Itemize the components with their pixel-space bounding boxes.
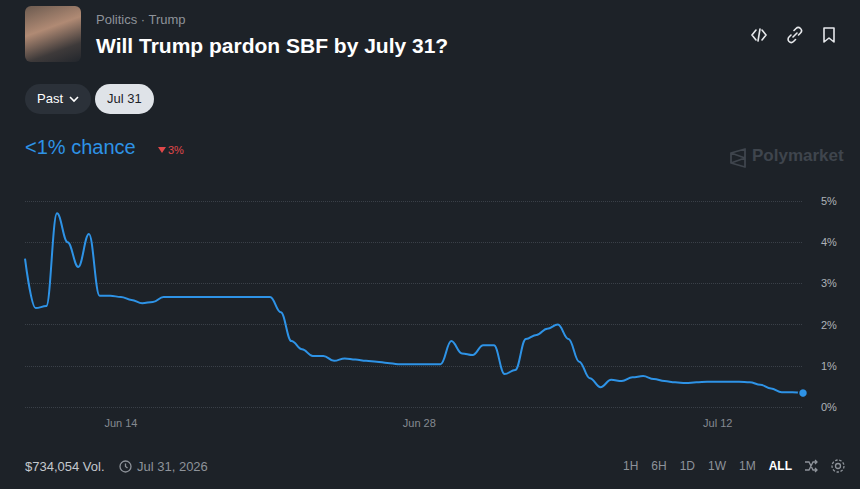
html-text:Jul 31: Jul 31	[107, 91, 142, 106]
html-text:Polymarket: Polymarket	[752, 146, 844, 165]
html-text:1M: 1M	[739, 459, 756, 473]
svg-text:4%: 4%	[821, 236, 837, 248]
html-text:1D: 1D	[679, 459, 695, 473]
svg-text:2%: 2%	[821, 319, 837, 331]
svg-text:3%: 3%	[821, 277, 837, 289]
svg-text:Jun 28: Jun 28	[403, 417, 436, 429]
html-text:6H: 6H	[651, 459, 667, 473]
html-text:<1% chance: <1% chance	[25, 136, 136, 158]
html-text:Will Trump pardon SBF by July: Will Trump pardon SBF by July 31?	[96, 34, 449, 57]
html-text:1H: 1H	[623, 459, 639, 473]
svg-text:5%: 5%	[821, 195, 837, 207]
svg-text:1%: 1%	[821, 360, 837, 372]
html-text:1W: 1W	[708, 459, 726, 473]
html-text:ALL: ALL	[768, 459, 792, 473]
html-text:Past: Past	[37, 91, 63, 106]
html-text:$734,054 Vol.: $734,054 Vol.	[25, 459, 105, 474]
html-text:Politics · Trump: Politics · Trump	[96, 12, 186, 27]
html-text:Jul 31, 2026: Jul 31, 2026	[137, 459, 208, 474]
svg-text:Jun 14: Jun 14	[104, 417, 137, 429]
svg-text:0%: 0%	[821, 401, 837, 413]
html-text:3%: 3%	[168, 144, 184, 156]
svg-text:Jul 12: Jul 12	[703, 417, 732, 429]
